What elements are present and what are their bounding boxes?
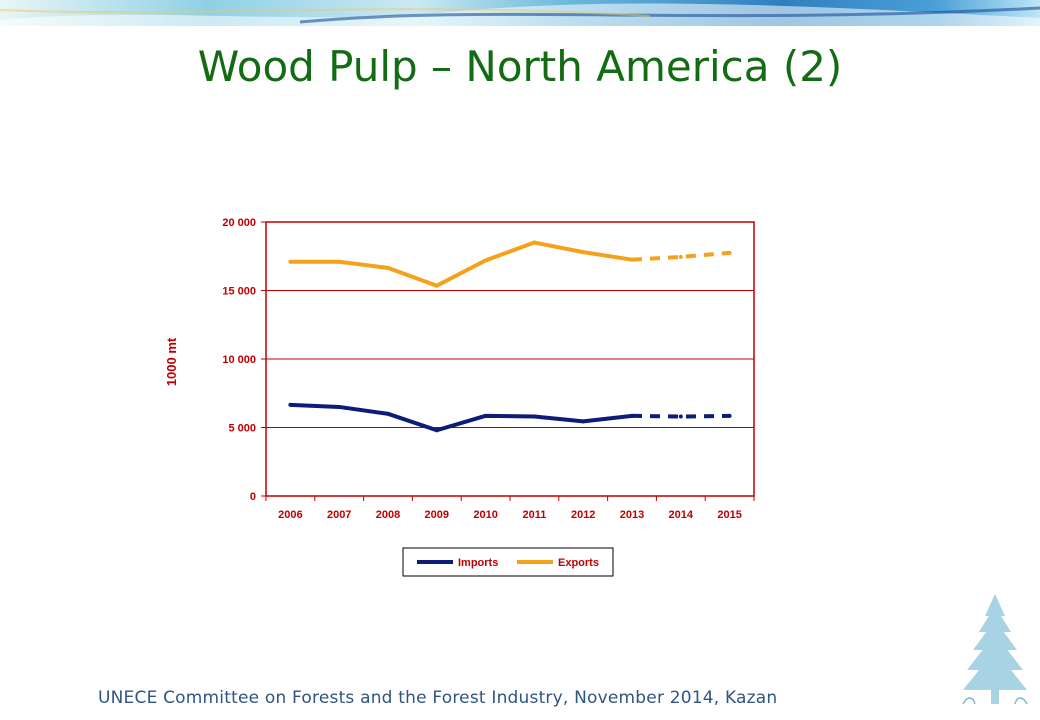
slide-banner (0, 0, 1040, 26)
x-tick-label: 2007 (327, 509, 351, 521)
imports-data-point (630, 413, 634, 418)
exports-data-point (434, 283, 439, 288)
chart-series (288, 240, 732, 433)
x-tick-label: 2009 (425, 509, 449, 521)
exports-data-point (532, 240, 537, 245)
exports-series-projection (631, 250, 730, 262)
chart-gridlines (266, 290, 754, 428)
imports-data-point (337, 404, 342, 409)
imports-data-point (581, 419, 586, 424)
exports-data-point (288, 259, 293, 264)
x-tick-label: 2015 (717, 509, 741, 521)
x-tick-label: 2010 (473, 509, 497, 521)
x-tick-label: 2011 (522, 509, 546, 521)
imports-data-point (288, 402, 293, 407)
imports-data-point (483, 413, 488, 418)
y-axis-label: 1000 mt (164, 337, 179, 386)
x-tick-label: 2006 (278, 509, 302, 521)
tree-logo-icon (962, 594, 1028, 705)
y-axis-ticks: 0 5 000 10 000 15 000 20 000 (222, 217, 266, 503)
slide-footer: UNECE Committee on Forests and the Fores… (98, 688, 778, 708)
imports-data-point (386, 411, 390, 416)
x-tick-label: 2014 (669, 509, 694, 521)
chart-legend: Imports Exports (402, 547, 614, 577)
exports-data-point (483, 258, 488, 263)
exports-data-point (727, 250, 732, 255)
x-tick-label: 2013 (620, 509, 644, 521)
y-tick-label: 15 000 (222, 286, 256, 298)
exports-data-point (337, 259, 342, 264)
exports-data-point (386, 265, 390, 270)
imports-data-point (678, 414, 683, 419)
legend-label-exports: Exports (558, 557, 599, 569)
exports-series-line (290, 240, 633, 288)
imports-data-point (434, 428, 439, 433)
imports-data-point (532, 414, 537, 419)
imports-data-point (727, 413, 732, 418)
exports-data-point (630, 257, 634, 262)
exports-data-point (581, 250, 586, 255)
legend-label-imports: Imports (458, 557, 498, 569)
y-tick-label: 20 000 (222, 217, 256, 229)
exports-data-point (678, 254, 683, 259)
slide-title: Wood Pulp – North America (2) (197, 42, 843, 91)
imports-series-line (290, 402, 633, 433)
y-tick-label: 0 (250, 491, 256, 503)
y-tick-label: 10 000 (222, 354, 256, 366)
x-tick-label: 2012 (571, 509, 595, 521)
x-axis-ticks: 2006 2007 2008 2009 2010 2011 2012 2013 2014 2015 (265, 496, 755, 521)
imports-series-projection (631, 413, 730, 419)
y-tick-label: 5 000 (228, 423, 256, 435)
x-tick-label: 2008 (376, 509, 400, 521)
